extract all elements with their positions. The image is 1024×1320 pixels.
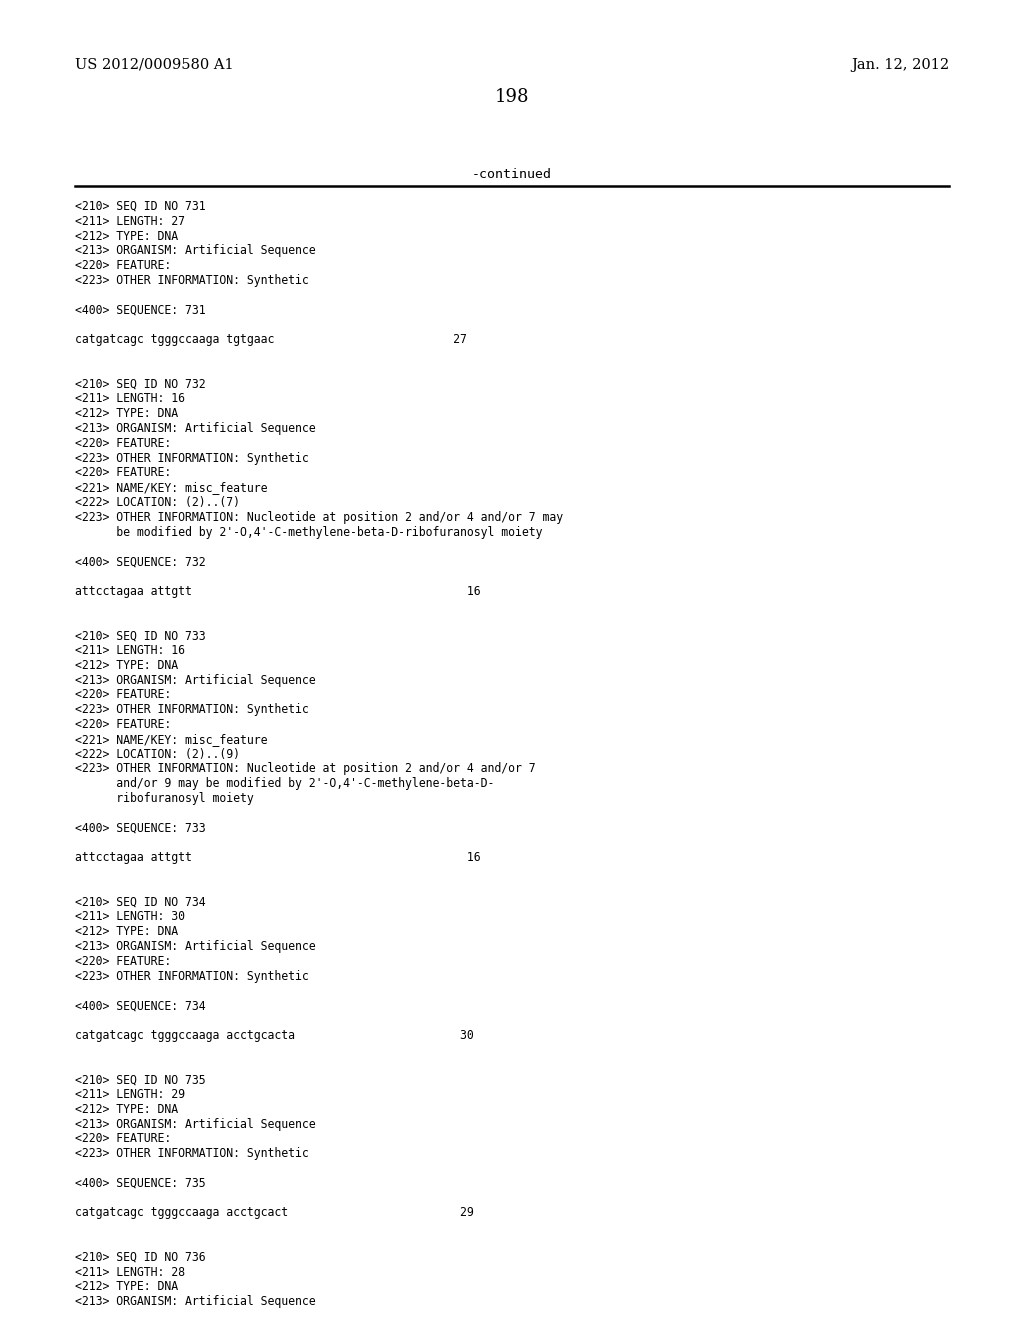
- Text: <220> FEATURE:: <220> FEATURE:: [75, 259, 171, 272]
- Text: <212> TYPE: DNA: <212> TYPE: DNA: [75, 925, 178, 939]
- Text: 198: 198: [495, 88, 529, 106]
- Text: <400> SEQUENCE: 734: <400> SEQUENCE: 734: [75, 999, 206, 1012]
- Text: <221> NAME/KEY: misc_feature: <221> NAME/KEY: misc_feature: [75, 482, 267, 494]
- Text: attcctagaa attgtt                                        16: attcctagaa attgtt 16: [75, 851, 480, 865]
- Text: catgatcagc tgggccaaga acctgcacta                        30: catgatcagc tgggccaaga acctgcacta 30: [75, 1028, 474, 1041]
- Text: <223> OTHER INFORMATION: Synthetic: <223> OTHER INFORMATION: Synthetic: [75, 1147, 309, 1160]
- Text: <213> ORGANISM: Artificial Sequence: <213> ORGANISM: Artificial Sequence: [75, 1295, 315, 1308]
- Text: <213> ORGANISM: Artificial Sequence: <213> ORGANISM: Artificial Sequence: [75, 940, 315, 953]
- Text: <211> LENGTH: 16: <211> LENGTH: 16: [75, 644, 185, 657]
- Text: <220> FEATURE:: <220> FEATURE:: [75, 437, 171, 450]
- Text: -continued: -continued: [472, 168, 552, 181]
- Text: <210> SEQ ID NO 733: <210> SEQ ID NO 733: [75, 630, 206, 643]
- Text: <213> ORGANISM: Artificial Sequence: <213> ORGANISM: Artificial Sequence: [75, 244, 315, 257]
- Text: <400> SEQUENCE: 731: <400> SEQUENCE: 731: [75, 304, 206, 317]
- Text: <212> TYPE: DNA: <212> TYPE: DNA: [75, 1102, 178, 1115]
- Text: <220> FEATURE:: <220> FEATURE:: [75, 466, 171, 479]
- Text: ribofuranosyl moiety: ribofuranosyl moiety: [75, 792, 254, 805]
- Text: <223> OTHER INFORMATION: Synthetic: <223> OTHER INFORMATION: Synthetic: [75, 704, 309, 717]
- Text: <211> LENGTH: 30: <211> LENGTH: 30: [75, 911, 185, 924]
- Text: <210> SEQ ID NO 731: <210> SEQ ID NO 731: [75, 201, 206, 213]
- Text: <210> SEQ ID NO 735: <210> SEQ ID NO 735: [75, 1073, 206, 1086]
- Text: <220> FEATURE:: <220> FEATURE:: [75, 689, 171, 701]
- Text: <211> LENGTH: 29: <211> LENGTH: 29: [75, 1088, 185, 1101]
- Text: <213> ORGANISM: Artificial Sequence: <213> ORGANISM: Artificial Sequence: [75, 673, 315, 686]
- Text: <223> OTHER INFORMATION: Synthetic: <223> OTHER INFORMATION: Synthetic: [75, 451, 309, 465]
- Text: <400> SEQUENCE: 732: <400> SEQUENCE: 732: [75, 556, 206, 568]
- Text: <223> OTHER INFORMATION: Nucleotide at position 2 and/or 4 and/or 7 may: <223> OTHER INFORMATION: Nucleotide at p…: [75, 511, 563, 524]
- Text: Jan. 12, 2012: Jan. 12, 2012: [851, 58, 949, 73]
- Text: be modified by 2'-O,4'-C-methylene-beta-D-ribofuranosyl moiety: be modified by 2'-O,4'-C-methylene-beta-…: [75, 525, 543, 539]
- Text: <212> TYPE: DNA: <212> TYPE: DNA: [75, 230, 178, 243]
- Text: attcctagaa attgtt                                        16: attcctagaa attgtt 16: [75, 585, 480, 598]
- Text: <213> ORGANISM: Artificial Sequence: <213> ORGANISM: Artificial Sequence: [75, 422, 315, 436]
- Text: <211> LENGTH: 28: <211> LENGTH: 28: [75, 1266, 185, 1279]
- Text: <210> SEQ ID NO 734: <210> SEQ ID NO 734: [75, 895, 206, 908]
- Text: and/or 9 may be modified by 2'-O,4'-C-methylene-beta-D-: and/or 9 may be modified by 2'-O,4'-C-me…: [75, 777, 495, 791]
- Text: <211> LENGTH: 27: <211> LENGTH: 27: [75, 215, 185, 228]
- Text: <222> LOCATION: (2)..(7): <222> LOCATION: (2)..(7): [75, 496, 240, 510]
- Text: <223> OTHER INFORMATION: Synthetic: <223> OTHER INFORMATION: Synthetic: [75, 970, 309, 982]
- Text: <210> SEQ ID NO 736: <210> SEQ ID NO 736: [75, 1251, 206, 1263]
- Text: <213> ORGANISM: Artificial Sequence: <213> ORGANISM: Artificial Sequence: [75, 1118, 315, 1131]
- Text: <221> NAME/KEY: misc_feature: <221> NAME/KEY: misc_feature: [75, 733, 267, 746]
- Text: <220> FEATURE:: <220> FEATURE:: [75, 954, 171, 968]
- Text: catgatcagc tgggccaaga tgtgaac                          27: catgatcagc tgggccaaga tgtgaac 27: [75, 333, 467, 346]
- Text: <223> OTHER INFORMATION: Nucleotide at position 2 and/or 4 and/or 7: <223> OTHER INFORMATION: Nucleotide at p…: [75, 763, 536, 775]
- Text: <223> OTHER INFORMATION: Synthetic: <223> OTHER INFORMATION: Synthetic: [75, 275, 309, 286]
- Text: US 2012/0009580 A1: US 2012/0009580 A1: [75, 58, 233, 73]
- Text: <210> SEQ ID NO 732: <210> SEQ ID NO 732: [75, 378, 206, 391]
- Text: <220> FEATURE:: <220> FEATURE:: [75, 718, 171, 731]
- Text: <211> LENGTH: 16: <211> LENGTH: 16: [75, 392, 185, 405]
- Text: <220> FEATURE:: <220> FEATURE:: [75, 1133, 171, 1146]
- Text: <212> TYPE: DNA: <212> TYPE: DNA: [75, 659, 178, 672]
- Text: <212> TYPE: DNA: <212> TYPE: DNA: [75, 407, 178, 420]
- Text: <400> SEQUENCE: 733: <400> SEQUENCE: 733: [75, 821, 206, 834]
- Text: <212> TYPE: DNA: <212> TYPE: DNA: [75, 1280, 178, 1294]
- Text: <400> SEQUENCE: 735: <400> SEQUENCE: 735: [75, 1177, 206, 1189]
- Text: <222> LOCATION: (2)..(9): <222> LOCATION: (2)..(9): [75, 747, 240, 760]
- Text: catgatcagc tgggccaaga acctgcact                         29: catgatcagc tgggccaaga acctgcact 29: [75, 1206, 474, 1220]
